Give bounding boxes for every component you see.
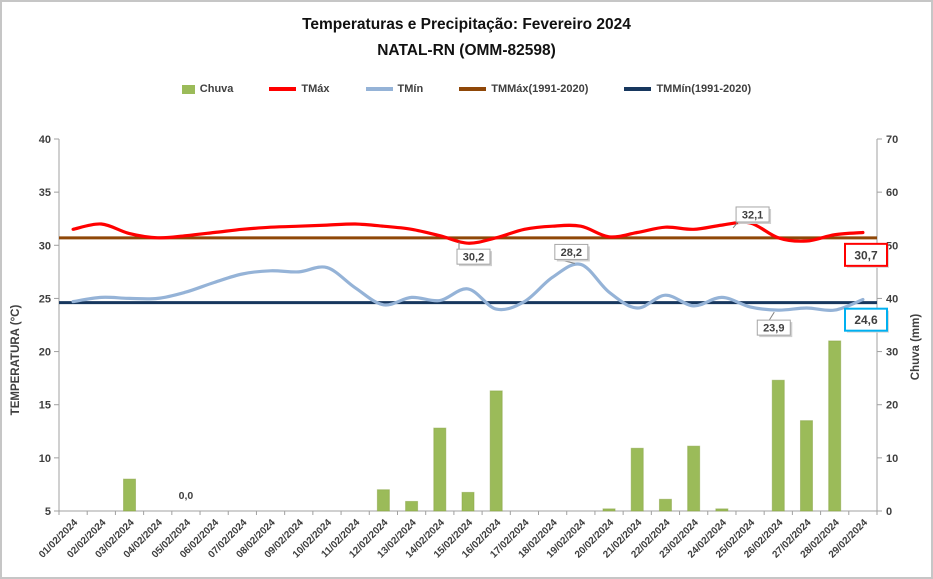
rain-bar	[602, 508, 616, 512]
rain-bar	[828, 340, 842, 512]
tmax-line	[71, 220, 865, 245]
y-axis-left-tick-label: 20	[39, 347, 51, 359]
y-axis-left-tick-label: 40	[39, 134, 51, 146]
y-axis-left-tick-label: 10	[39, 453, 51, 465]
chuva-bar-swatch-icon	[181, 84, 195, 94]
y-axis-right-title: Chuva (mm)	[910, 314, 922, 381]
y-axis-left-tick-label: 35	[39, 187, 51, 199]
tmmin-normal-line-swatch-icon	[624, 87, 652, 91]
callout-box	[756, 319, 791, 336]
y-axis-left-tick-label: 25	[39, 293, 51, 305]
rain-bar	[658, 498, 672, 512]
normal-value-box	[844, 307, 888, 332]
tmax-line-swatch-icon	[269, 87, 297, 91]
legend-label-tmax: TMáx	[301, 83, 330, 95]
callout-box	[554, 243, 589, 260]
callout-leader	[732, 221, 739, 229]
rain-bar	[715, 508, 729, 512]
title-block: Temperaturas e Precipitação: Fevereiro 2…	[2, 12, 931, 64]
normal-value-label: 30,7	[854, 248, 878, 262]
zero-rain-label: 0,0	[179, 490, 194, 502]
tmin-line	[71, 262, 865, 313]
callout-box	[735, 206, 770, 223]
chart-title: Temperaturas e Precipitação: Fevereiro 2…	[302, 16, 631, 33]
y-axis-right-tick-label: 60	[886, 187, 898, 199]
rain-bar	[433, 427, 447, 512]
rain-bar	[123, 478, 137, 512]
rain-bar	[630, 447, 644, 512]
legend-label-chuva: Chuva	[199, 83, 234, 95]
y-axis-left-title: TEMPERATURA (°C)	[10, 305, 22, 416]
callout-label: 32,1	[742, 209, 763, 221]
rain-bar	[376, 489, 390, 512]
y-axis-left-tick-label: 15	[39, 400, 51, 412]
y-axis-right-tick-label: 70	[886, 134, 898, 146]
chart-subtitle: NATAL-RN (OMM-82598)	[377, 42, 556, 59]
y-axis-right-tick-label: 10	[886, 453, 898, 465]
callout-label: 23,9	[763, 323, 784, 335]
callout-label: 30,2	[463, 252, 484, 264]
legend-item-tmin: TMín	[365, 83, 424, 95]
rain-bar	[771, 379, 785, 512]
rain-bar	[461, 491, 475, 512]
legend-item-tmmin-normal: TMMín(1991-2020)	[624, 83, 751, 95]
tmin-line-swatch-icon	[365, 87, 393, 91]
rain-bar	[405, 500, 419, 512]
callout-leader	[768, 311, 775, 321]
rain-bar	[687, 445, 701, 512]
tmmax-normal-line-swatch-icon	[459, 87, 487, 91]
legend-label-tmmin-normal: TMMín(1991-2020)	[656, 83, 752, 95]
rain-bar	[489, 390, 503, 512]
legend: Chuva TMáx TMín TMMáx(1991-2020) TMMín(1…	[2, 83, 931, 95]
rain-bar	[799, 420, 813, 512]
y-axis-right-tick-label: 50	[886, 240, 898, 252]
normal-value-box	[844, 242, 888, 267]
y-axis-right-tick-label: 0	[886, 506, 892, 518]
legend-item-chuva: Chuva	[181, 83, 234, 95]
legend-item-tmmax-normal: TMMáx(1991-2020)	[459, 83, 588, 95]
legend-label-tmmax-normal: TMMáx(1991-2020)	[491, 83, 589, 95]
y-axis-right-tick-label: 40	[886, 293, 898, 305]
y-axis-left-tick-label: 5	[45, 506, 51, 518]
callout-box	[456, 248, 491, 265]
normal-value-label: 24,6	[854, 313, 878, 327]
legend-item-tmax: TMáx	[269, 83, 330, 95]
y-axis-right-tick-label: 30	[886, 347, 898, 359]
y-axis-left-tick-label: 30	[39, 240, 51, 252]
callout-label: 28,2	[561, 247, 582, 259]
y-axis-right-tick-label: 20	[886, 400, 898, 412]
legend-label-tmin: TMín	[397, 83, 424, 95]
